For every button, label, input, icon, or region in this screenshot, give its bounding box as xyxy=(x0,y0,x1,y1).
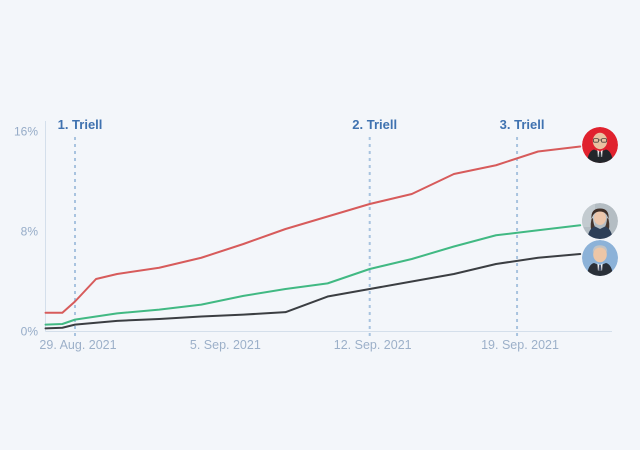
scholz-trend-line xyxy=(44,145,582,314)
baerbock-blazer xyxy=(587,226,613,239)
laschet-trend-line xyxy=(44,253,582,330)
triell-3-label: 3. Triell xyxy=(500,117,545,132)
series-group xyxy=(44,145,582,330)
x-axis-tick-3: 19. Sep. 2021 xyxy=(481,338,559,352)
laschet-avatar xyxy=(582,240,618,276)
laschet-tie xyxy=(598,265,602,271)
x-axis-tick-1: 5. Sep. 2021 xyxy=(190,338,261,352)
x-axis-tick-0: 29. Aug. 2021 xyxy=(39,338,116,352)
scholz-avatar xyxy=(582,127,618,163)
baerbock-trend-line xyxy=(44,224,582,326)
triell-2-label: 2. Triell xyxy=(352,117,397,132)
y-axis-tick-1: 8% xyxy=(21,225,39,239)
y-axis-tick-2: 16% xyxy=(14,125,38,139)
baerbock-face xyxy=(594,211,606,225)
x-axis-tick-2: 12. Sep. 2021 xyxy=(334,338,412,352)
baerbock-avatar xyxy=(582,203,618,239)
scholz-tie xyxy=(598,151,602,157)
axes-group xyxy=(45,121,612,332)
scholz-face xyxy=(592,132,608,150)
y-axis-tick-0: 0% xyxy=(21,325,39,339)
tick-labels-group: 0% 8% 16% 29. Aug. 2021 5. Sep. 2021 12. Sep.… xyxy=(14,125,559,353)
annotations-group: 1. Triell 2. Triell 3. Triell xyxy=(58,117,545,336)
baerbock-hair-top xyxy=(591,208,609,219)
laschet-hair xyxy=(592,245,608,253)
laschet-face xyxy=(593,246,607,263)
triell-1-label: 1. Triell xyxy=(58,117,103,132)
